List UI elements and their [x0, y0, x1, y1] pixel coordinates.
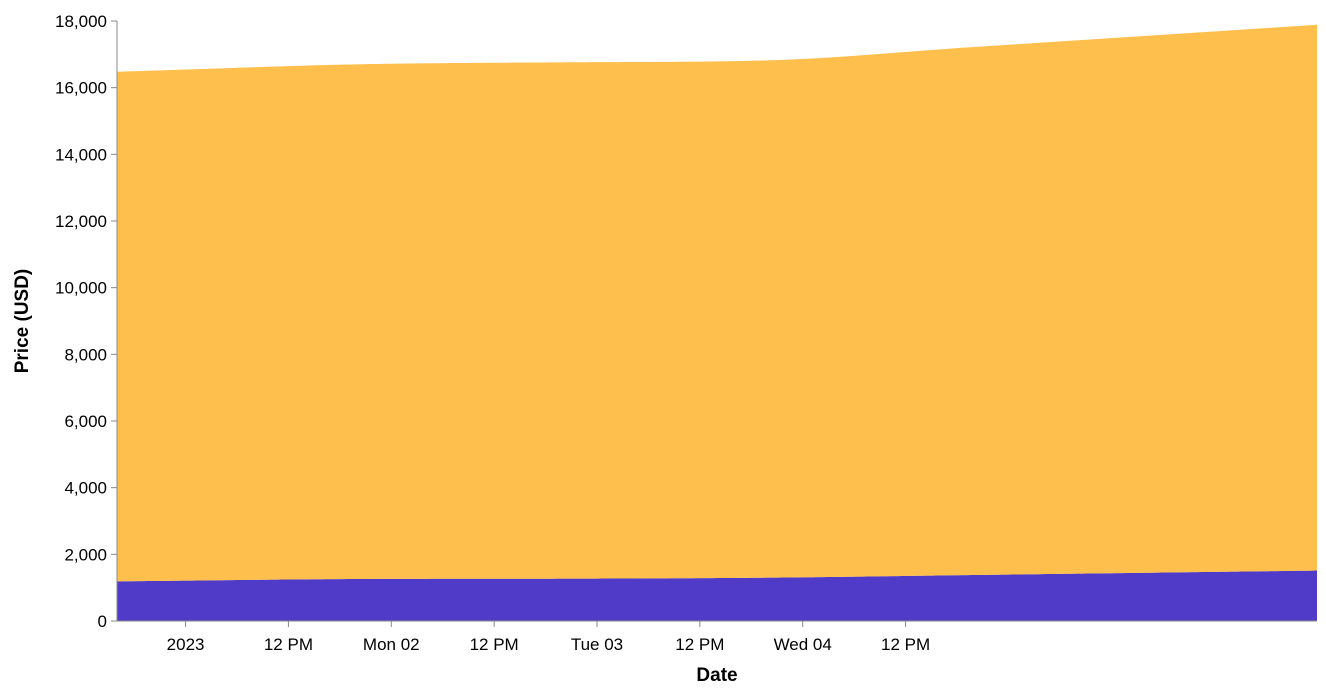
- x-axis-title: Date: [696, 665, 737, 686]
- y-tick-label: 14,000: [55, 145, 107, 164]
- y-axis: 0 2,000 4,000 6,000 8,000 10,000 12,000 14,000 1…: [55, 12, 117, 631]
- x-tick-label: Tue 03: [571, 635, 623, 654]
- y-tick-label: 6,000: [64, 412, 107, 431]
- area-layer: [117, 25, 1317, 621]
- x-tick-label: Wed 04: [774, 635, 832, 654]
- x-axis: 2023 12 PM Mon 02 12 PM Tue 03 12 PM Wed 04 12 …: [117, 621, 1317, 654]
- x-tick-label: 12 PM: [881, 635, 930, 654]
- x-tick-label: 2023: [167, 635, 205, 654]
- area-series-2: [117, 25, 1317, 582]
- y-tick-label: 18,000: [55, 12, 107, 31]
- x-tick-label: Mon 02: [363, 635, 420, 654]
- y-axis-title: Price (USD): [12, 269, 33, 374]
- y-tick-label: 8,000: [64, 345, 107, 364]
- y-tick-label: 2,000: [64, 545, 107, 564]
- y-tick-label: 4,000: [64, 479, 107, 498]
- y-tick-label: 16,000: [55, 79, 107, 98]
- y-tick-label: 10,000: [55, 279, 107, 298]
- x-tick-label: 12 PM: [264, 635, 313, 654]
- x-tick-label: 12 PM: [675, 635, 724, 654]
- y-tick-label: 12,000: [55, 212, 107, 231]
- y-tick-label: 0: [98, 612, 107, 631]
- x-tick-label: 12 PM: [470, 635, 519, 654]
